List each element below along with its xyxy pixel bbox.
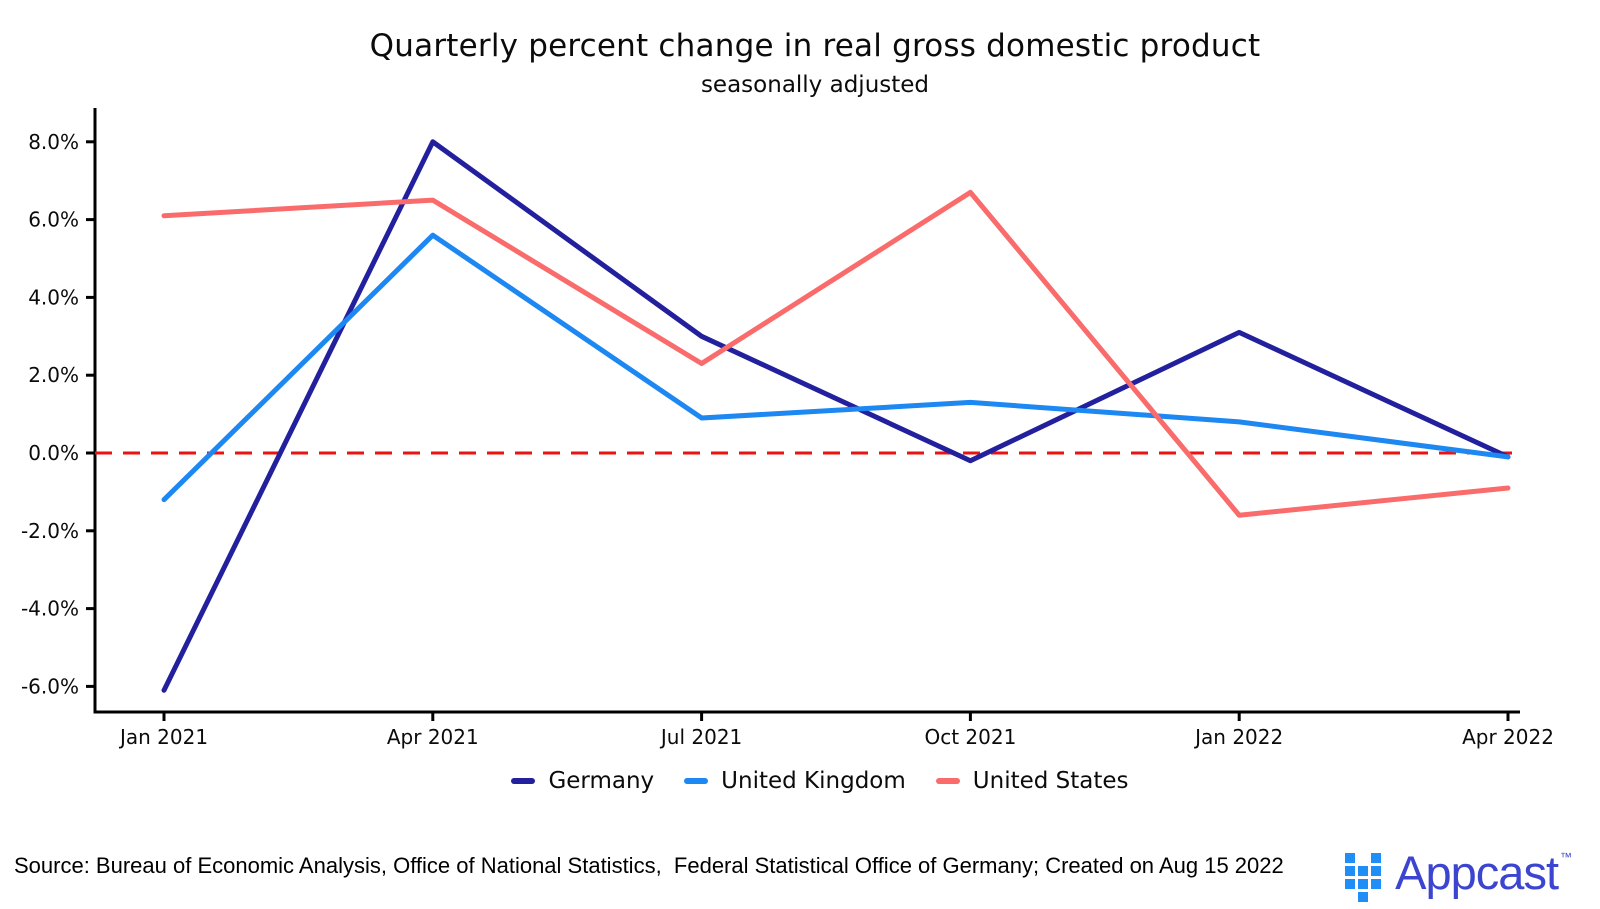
- axis-frame: [93, 108, 1520, 714]
- x-axis-tick-label: Apr 2022: [1462, 725, 1554, 749]
- y-axis-tick-label: 0.0%: [28, 441, 79, 465]
- series-line-united-states: [161, 189, 1511, 518]
- logo-square: [1345, 879, 1356, 889]
- y-axis-tick-label: -2.0%: [21, 519, 79, 543]
- logo-square: [1358, 866, 1369, 876]
- appcast-logo: Appcast ™: [1345, 847, 1572, 905]
- x-axis-tick-label: Jan 2021: [118, 725, 208, 749]
- logo-square: [1371, 866, 1382, 876]
- y-axis-tick-label: -4.0%: [21, 597, 79, 621]
- series-line-united-kingdom: [161, 232, 1511, 503]
- logo-square: [1345, 853, 1356, 863]
- y-axis-tick-label: 4.0%: [28, 285, 79, 309]
- x-axis-tick-label: Jul 2021: [659, 725, 742, 749]
- x-axis-tick-label: Oct 2021: [924, 725, 1016, 749]
- united-states-line-swatch: [935, 778, 960, 784]
- y-axis-tick-label: 6.0%: [28, 208, 79, 232]
- legend-item-united-kingdom: United Kingdom: [684, 768, 906, 794]
- germany-line-swatch: [511, 778, 536, 784]
- chart-title: Quarterly percent change in real gross d…: [369, 28, 1261, 64]
- series-line-germany: [161, 139, 1511, 693]
- legend-label-united-states: United States: [972, 768, 1129, 794]
- line-chart-canvas: 8.0% 6.0% 4.0% 2.0% 0.0% -2.0% -4.0% -6.0% Jan 2…: [21, 108, 1554, 749]
- trademark-symbol: ™: [1560, 850, 1572, 864]
- logo-square: [1358, 892, 1369, 902]
- x-axis-tick-label: Apr 2021: [387, 725, 479, 749]
- y-axis-tick-label: 8.0%: [28, 130, 79, 154]
- logo-square: [1371, 879, 1382, 889]
- y-axis-tick-label: -6.0%: [21, 674, 79, 698]
- logo-square: [1358, 879, 1369, 889]
- logo-square: [1371, 853, 1382, 863]
- appcast-logo-text: Appcast: [1395, 846, 1559, 899]
- y-axis-tick-label: 2.0%: [28, 363, 79, 387]
- legend-item-united-states: United States: [935, 768, 1129, 794]
- logo-square: [1345, 866, 1356, 876]
- appcast-logo-icon: [1345, 853, 1385, 905]
- legend-item-germany: Germany: [511, 768, 654, 794]
- legend-label-germany: Germany: [548, 768, 655, 794]
- united-kingdom-line-swatch: [684, 778, 709, 784]
- source-attribution-text: Source: Bureau of Economic Analysis, Off…: [14, 853, 1284, 878]
- chart-legend: Germany United Kingdom United States: [0, 763, 1600, 799]
- footer: Source: Bureau of Economic Analysis, Off…: [0, 837, 1600, 909]
- legend-label-united-kingdom: United Kingdom: [721, 768, 906, 794]
- x-axis-tick-label: Jan 2022: [1193, 725, 1283, 749]
- chart-subtitle: seasonally adjusted: [700, 72, 930, 98]
